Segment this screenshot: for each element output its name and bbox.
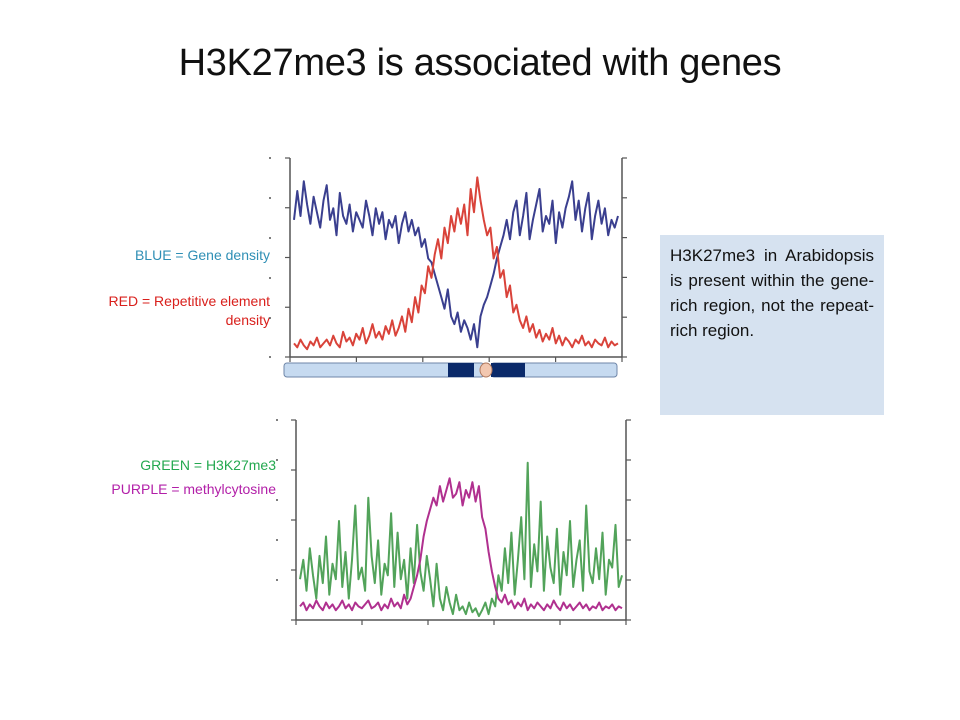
slide-title: H3K27me3 is associated with genes <box>178 42 782 84</box>
top-plot-dot-mark <box>269 197 271 199</box>
legend-purple-label: PURPLE = methylcytosine <box>111 481 276 497</box>
bottom-plot <box>276 419 631 625</box>
top-plot-dot-mark <box>269 317 271 319</box>
bottom-plot-dot-mark <box>276 579 278 581</box>
top-plot-dot-mark <box>269 237 271 239</box>
note-box: H3K27me3 in Arabidopsis is present withi… <box>660 235 884 415</box>
legend-green-label: GREEN = H3K27me3 <box>140 457 276 473</box>
chromosome-ideogram <box>283 362 618 378</box>
top-plot-dot-mark <box>269 157 271 159</box>
bottom-plot-dot-mark <box>276 459 278 461</box>
centromere-band-left <box>448 363 474 377</box>
bottom-plot-dot-mark <box>276 419 278 421</box>
bottom-plot-dot-mark <box>276 499 278 501</box>
bottom-plot-dot-mark <box>276 539 278 541</box>
top-plot-dot-mark <box>269 277 271 279</box>
centromere-band-right <box>491 363 525 377</box>
legend-blue-label: BLUE = Gene density <box>134 247 270 263</box>
legend-red-label: RED = Repetitive element density <box>108 293 270 328</box>
centromere <box>479 362 493 378</box>
top-plot <box>269 157 627 362</box>
top-plot-dot-mark <box>269 356 271 358</box>
top-plot-series-blue <box>293 180 619 349</box>
bottom-plot-series-green <box>299 461 623 618</box>
top-plot-series-red <box>293 176 619 351</box>
bottom-plot-series-purple <box>299 477 623 612</box>
